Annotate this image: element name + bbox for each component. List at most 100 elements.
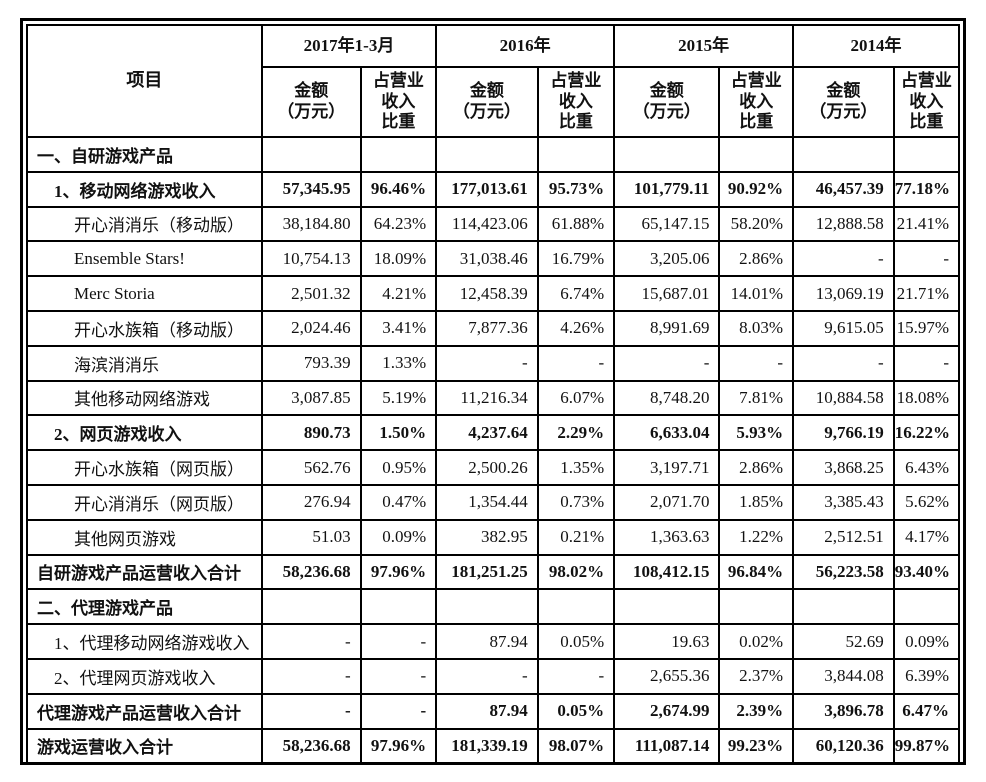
table-row: 自研游戏产品运营收入合计 58,236.68 97.96% 181,251.25 98.… bbox=[26, 553, 961, 591]
ratio-cell: 2.29% bbox=[536, 414, 616, 452]
amount-cell: 3,205.06 bbox=[613, 240, 721, 278]
ratio-cell: - bbox=[536, 657, 616, 695]
amount-cell: 2,501.32 bbox=[260, 275, 362, 312]
ratio-cell: 0.05% bbox=[536, 623, 616, 660]
ratio-cell: - bbox=[536, 344, 616, 382]
table-row: 2、网页游戏收入 890.73 1.50% 4,237.64 2.29% 6,633.04… bbox=[26, 414, 961, 452]
amount-header-line: （万元） bbox=[277, 102, 346, 121]
amount-cell: 2,500.26 bbox=[435, 449, 539, 486]
amount-header-line: （万元） bbox=[632, 102, 701, 121]
ratio-cell: 0.05% bbox=[536, 692, 616, 730]
amount-cell: - bbox=[260, 692, 362, 730]
amount-cell: 87.94 bbox=[435, 692, 539, 730]
amount-cell: 58,236.68 bbox=[260, 553, 362, 591]
row-label: 开心水族箱（网页版） bbox=[26, 449, 263, 486]
ratio-cell: 1.85% bbox=[718, 483, 795, 521]
row-label: Ensemble Stars! bbox=[26, 240, 263, 278]
header-year-row: 项目 2017年1-3月 2016年 2015年 2014年 bbox=[26, 24, 960, 138]
row-label: 一、自研游戏产品 bbox=[26, 136, 263, 173]
ratio-cell: 0.21% bbox=[536, 518, 616, 556]
amount-cell bbox=[260, 136, 362, 173]
amount-header-line: （万元） bbox=[809, 102, 878, 121]
ratio-cell bbox=[536, 136, 616, 173]
table-row: 其他网页游戏 51.03 0.09% 382.95 0.21% 1,363.63 1.22%… bbox=[26, 518, 961, 556]
ratio-cell: 5.93% bbox=[718, 414, 795, 452]
table-header: 项目 2017年1-3月 2016年 2015年 2014年 金额 （万元） 占… bbox=[26, 24, 961, 138]
ratio-cell: 0.09% bbox=[892, 623, 961, 660]
ratio-cell: 16.79% bbox=[536, 240, 616, 278]
ratio-header-line: 收入 bbox=[909, 91, 944, 111]
amount-cell: 87.94 bbox=[435, 623, 539, 660]
header-year-2014: 2014年 bbox=[792, 24, 960, 68]
ratio-cell: 8.03% bbox=[718, 309, 795, 347]
amount-cell: 65,147.15 bbox=[613, 205, 721, 243]
amount-cell: 562.76 bbox=[260, 449, 362, 486]
amount-cell bbox=[260, 588, 362, 626]
table-row: 开心消消乐（移动版） 38,184.80 64.23% 114,423.06 61.88… bbox=[26, 205, 961, 243]
amount-cell: 57,345.95 bbox=[260, 170, 362, 208]
amount-cell: 13,069.19 bbox=[792, 275, 895, 312]
row-label: 二、代理游戏产品 bbox=[26, 588, 263, 626]
ratio-cell bbox=[359, 588, 438, 626]
amount-cell: 108,412.15 bbox=[613, 553, 721, 591]
ratio-cell: 0.09% bbox=[359, 518, 438, 556]
amount-cell: 382.95 bbox=[435, 518, 539, 556]
game-revenue-table: 项目 2017年1-3月 2016年 2015年 2014年 金额 （万元） 占… bbox=[26, 24, 961, 765]
ratio-cell: 58.20% bbox=[718, 205, 795, 243]
table-row: 2、代理网页游戏收入 - - - -2,655.36 2.37% 3,844.08 6.39% bbox=[26, 657, 961, 695]
ratio-cell: - bbox=[359, 623, 438, 660]
ratio-cell: 6.47% bbox=[892, 692, 961, 730]
ratio-cell: 18.09% bbox=[359, 240, 438, 278]
table-row: Merc Storia 2,501.32 4.21% 12,458.39 6.74% 15… bbox=[26, 275, 961, 312]
row-label: 自研游戏产品运营收入合计 bbox=[26, 553, 263, 591]
ratio-cell: 16.22% bbox=[892, 414, 961, 452]
amount-cell: 111,087.14 bbox=[613, 727, 721, 765]
amount-cell: 7,877.36 bbox=[435, 309, 539, 347]
ratio-cell: 93.40% bbox=[892, 553, 961, 591]
ratio-cell: 2.86% bbox=[718, 449, 795, 486]
ratio-cell: 96.46% bbox=[359, 170, 438, 208]
header-sub-row: 金额 （万元） 占营业 收入 比重 金额 （万元） 占营业 收入 比重 bbox=[27, 66, 961, 138]
header-item-column: 项目 bbox=[26, 24, 263, 138]
amount-cell: 1,363.63 bbox=[613, 518, 721, 556]
header-year-2015: 2015年 bbox=[613, 24, 795, 68]
ratio-cell: 77.18% bbox=[892, 170, 961, 208]
amount-cell: 3,896.78 bbox=[792, 692, 895, 730]
ratio-cell: 5.62% bbox=[892, 483, 961, 521]
ratio-cell: 2.39% bbox=[718, 692, 795, 730]
amount-cell: 46,457.39 bbox=[792, 170, 895, 208]
ratio-cell: 21.41% bbox=[892, 205, 961, 243]
ratio-cell: 96.84% bbox=[718, 553, 795, 591]
amount-cell: 52.69 bbox=[792, 623, 895, 660]
ratio-cell: 1.33% bbox=[359, 344, 438, 382]
ratio-header-line: 占营业 bbox=[900, 70, 952, 90]
table-row: 二、代理游戏产品 bbox=[26, 588, 961, 626]
amount-cell: 4,237.64 bbox=[435, 414, 539, 452]
ratio-header-line: 比重 bbox=[909, 112, 944, 132]
amount-cell: 10,754.13 bbox=[260, 240, 362, 278]
amount-cell: 3,385.43 bbox=[792, 483, 895, 521]
table-row: 其他移动网络游戏 3,087.85 5.19% 11,216.34 6.07% 8,748… bbox=[26, 379, 961, 417]
ratio-cell: 1.35% bbox=[536, 449, 616, 486]
amount-cell: 3,197.71 bbox=[613, 449, 721, 486]
ratio-header-line: 比重 bbox=[558, 112, 593, 132]
row-label: 开心消消乐（移动版） bbox=[26, 205, 263, 243]
amount-cell: 3,844.08 bbox=[792, 657, 895, 695]
ratio-cell: 3.41% bbox=[359, 309, 438, 347]
amount-cell: 56,223.58 bbox=[792, 553, 895, 591]
table-row: 代理游戏产品运营收入合计 - -87.94 0.05% 2,674.99 2.39% 3,8… bbox=[26, 692, 961, 730]
amount-cell: 2,674.99 bbox=[613, 692, 721, 730]
ratio-header-line: 收入 bbox=[558, 91, 593, 111]
ratio-cell: 5.19% bbox=[359, 379, 438, 417]
amount-cell: 890.73 bbox=[260, 414, 362, 452]
row-label: 2、代理网页游戏收入 bbox=[26, 657, 263, 695]
ratio-cell: 6.74% bbox=[536, 275, 616, 312]
amount-cell: - bbox=[613, 344, 721, 382]
ratio-cell: - bbox=[892, 240, 961, 278]
header-amount-2015: 金额 （万元） bbox=[613, 66, 721, 138]
amount-cell: 38,184.80 bbox=[260, 205, 362, 243]
ratio-cell: 0.47% bbox=[359, 483, 438, 521]
ratio-cell bbox=[718, 588, 795, 626]
ratio-cell: 97.96% bbox=[359, 553, 438, 591]
row-label: 其他移动网络游戏 bbox=[26, 379, 263, 417]
